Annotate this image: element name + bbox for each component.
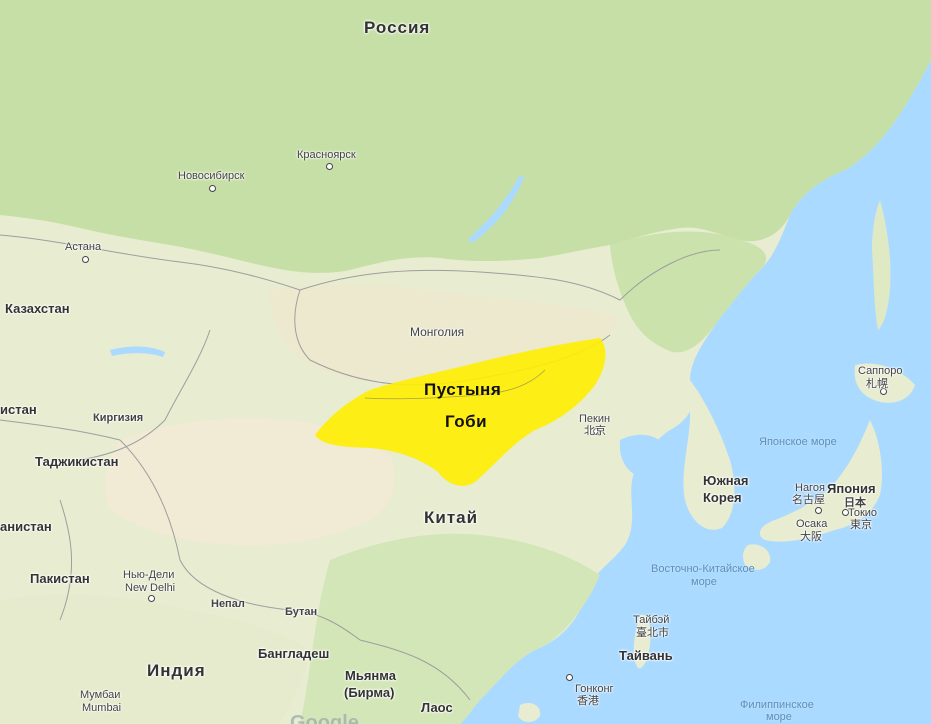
korea-peninsula: [683, 380, 735, 530]
city-label-sapporo-ja[interactable]: 札幌: [866, 378, 888, 390]
city-label-nagoya-ja[interactable]: 名古屋: [792, 494, 825, 506]
country-label-myanmar-line1[interactable]: Мьянма: [345, 668, 396, 683]
country-label-bhutan[interactable]: Бутан: [285, 606, 318, 618]
city-marker-novosibirsk[interactable]: [209, 185, 216, 192]
kyushu-island: [743, 544, 771, 570]
city-label-hong-kong-ru[interactable]: Гонконг: [575, 683, 614, 695]
country-label-tajikistan[interactable]: Таджикистан: [35, 454, 119, 469]
city-label-mumbai-en[interactable]: Mumbai: [82, 702, 122, 714]
city-label-beijing-ru[interactable]: Пекин: [579, 413, 611, 425]
city-label-nagoya-ru[interactable]: Нагоя: [795, 482, 825, 494]
city-label-osaka-ja[interactable]: 大阪: [800, 531, 822, 543]
city-label-mumbai-ru[interactable]: Мумбаи: [80, 689, 121, 701]
sea-label-east-china-line2: море: [691, 576, 717, 588]
google-attribution-logo: Google: [290, 712, 359, 724]
country-label-japan-line1[interactable]: Япония: [827, 481, 876, 496]
sakhalin-island: [872, 200, 891, 330]
country-label-mongolia[interactable]: Монголия: [410, 325, 465, 339]
lake-baikal: [468, 175, 524, 243]
country-label-pakistan[interactable]: Пакистан: [30, 571, 90, 586]
country-label-laos[interactable]: Лаос: [421, 700, 453, 715]
city-label-hong-kong-zh[interactable]: 香港: [577, 695, 599, 707]
city-label-new-delhi-en[interactable]: New Delhi: [125, 582, 176, 594]
country-label-taiwan[interactable]: Тайвань: [619, 648, 673, 663]
sea-label-east-china-line1: Восточно-Китайское: [651, 563, 755, 575]
gobi-desert-highlight: [315, 338, 606, 486]
city-label-tokyo-ru[interactable]: Токио: [848, 507, 878, 519]
forest-siberia: [0, 0, 931, 273]
city-marker-tokyo[interactable]: [842, 509, 849, 516]
india-region: [0, 594, 310, 724]
hokkaido-island: [854, 363, 915, 403]
city-label-sapporo-ru[interactable]: Саппоро: [858, 365, 903, 377]
desert-west-china: [104, 418, 395, 546]
lake-balkhash: [110, 346, 165, 357]
city-marker-astana[interactable]: [82, 256, 89, 263]
country-label-bangladesh[interactable]: Бангладеш: [258, 646, 330, 661]
country-label-myanmar-line2[interactable]: (Бирма): [344, 685, 395, 700]
sea-label-philippine-line2: море: [766, 711, 792, 723]
country-label-nepal[interactable]: Непал: [211, 598, 245, 610]
country-label-south-korea-line2[interactable]: Корея: [703, 490, 742, 505]
country-label-uzbekistan-partial[interactable]: истан: [0, 402, 37, 417]
city-label-tokyo-ja[interactable]: 東京: [850, 519, 872, 531]
country-label-russia[interactable]: Россия: [364, 18, 431, 37]
gobi-label-line2: Гоби: [445, 412, 488, 431]
country-label-india[interactable]: Индия: [147, 661, 206, 680]
city-marker-beijing[interactable]: [593, 428, 600, 435]
city-label-osaka-ru[interactable]: Осака: [796, 518, 828, 530]
city-marker-krasnoyarsk[interactable]: [326, 163, 333, 170]
city-marker-hong-kong[interactable]: [566, 674, 573, 681]
gobi-label-line1: Пустыня: [424, 380, 502, 399]
country-borders: [0, 234, 721, 701]
sea-label-japan: Японское море: [759, 436, 837, 448]
city-label-taipei-ru[interactable]: Тайбэй: [633, 614, 670, 626]
country-label-south-korea-line1[interactable]: Южная: [703, 473, 749, 488]
country-label-afghanistan-partial[interactable]: анистан: [0, 519, 52, 534]
forest-manchuria: [610, 231, 767, 353]
city-label-krasnoyarsk[interactable]: Красноярск: [297, 149, 356, 161]
city-label-beijing-zh[interactable]: 北京: [584, 425, 606, 437]
city-label-astana[interactable]: Астана: [65, 241, 102, 253]
city-marker-new-delhi[interactable]: [148, 595, 155, 602]
city-label-new-delhi-ru[interactable]: Нью-Дели: [123, 569, 175, 581]
city-marker-nagoya[interactable]: [815, 507, 822, 514]
honshu-island: [759, 420, 882, 542]
taiwan-island: [633, 614, 651, 669]
city-label-novosibirsk[interactable]: Новосибирск: [178, 170, 245, 182]
city-label-taipei-zh[interactable]: 臺北市: [636, 627, 669, 639]
country-label-kyrgyzstan[interactable]: Киргизия: [93, 412, 144, 424]
city-marker-sapporo[interactable]: [880, 388, 887, 395]
country-label-kazakhstan[interactable]: Казахстан: [5, 301, 70, 316]
gobi-inner-border: [364, 369, 546, 400]
hainan-island: [518, 703, 541, 722]
country-label-japan-line2[interactable]: 日本: [844, 497, 866, 509]
forest-south-china: [300, 533, 600, 724]
country-label-china[interactable]: Китай: [424, 508, 479, 527]
bohai-sea: [619, 434, 669, 478]
sea-label-philippine-line1: Филиппинское: [740, 699, 814, 711]
